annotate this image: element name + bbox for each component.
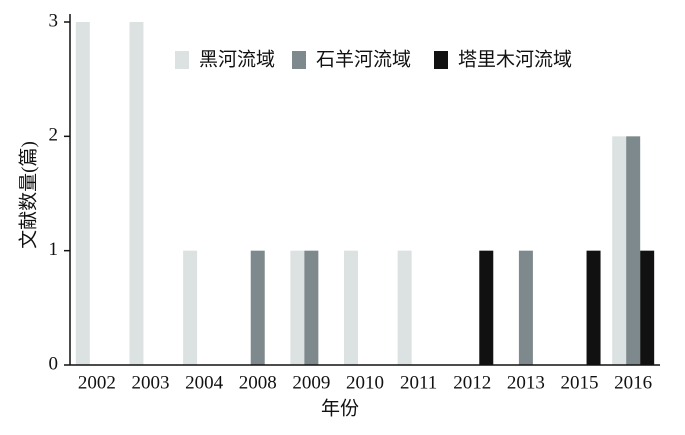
legend-swatch — [292, 51, 306, 69]
x-tick-label: 2012 — [453, 372, 491, 393]
bar — [479, 250, 494, 365]
y-tick-label: 3 — [49, 10, 59, 31]
bar — [304, 250, 319, 365]
y-axis-label: 文献数量(篇) — [17, 141, 39, 249]
bar — [183, 250, 198, 365]
bar — [518, 250, 533, 365]
bar — [626, 136, 641, 365]
bar — [344, 250, 358, 365]
x-tick-label: 2016 — [614, 372, 652, 393]
bar — [640, 250, 655, 365]
legend-label: 黑河流域 — [199, 48, 275, 70]
x-tick-label: 2003 — [131, 372, 169, 393]
x-tick-label: 2011 — [400, 372, 437, 393]
legend-swatch — [175, 51, 189, 69]
x-tick-label: 2010 — [346, 372, 384, 393]
legend-swatch — [434, 51, 448, 69]
legend-label: 塔里木河流域 — [458, 48, 572, 70]
y-tick-label: 0 — [49, 353, 59, 374]
bar — [250, 250, 265, 365]
bar — [397, 250, 412, 365]
x-axis-label: 年份 — [321, 397, 359, 419]
bar — [290, 250, 305, 365]
x-tick-label: 2002 — [78, 372, 116, 393]
y-tick-label: 1 — [49, 239, 59, 260]
x-tick-label: 2008 — [239, 372, 277, 393]
y-tick-label: 2 — [49, 125, 59, 146]
bar — [75, 22, 90, 365]
bar — [586, 250, 601, 365]
legend-label: 石羊河流域 — [316, 48, 411, 70]
x-tick-label: 2004 — [185, 372, 224, 393]
x-tick-label: 2013 — [507, 372, 545, 393]
x-tick-label: 2015 — [561, 372, 599, 393]
x-tick-label: 2009 — [292, 372, 330, 393]
bar — [129, 22, 144, 365]
bar — [612, 136, 627, 365]
